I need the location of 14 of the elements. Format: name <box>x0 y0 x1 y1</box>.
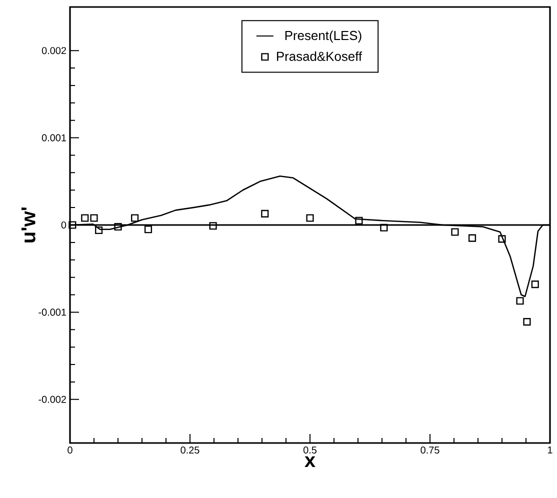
y-tick-label: -0.001 <box>38 308 66 316</box>
legend-label: Prasad&Koseff <box>276 51 362 61</box>
y-axis-title: u'w' <box>21 207 36 242</box>
y-tick-label: -0.002 <box>38 396 66 403</box>
x-tick-label: 0.25 <box>180 446 200 454</box>
x-tick-label: 0.5 <box>303 446 317 454</box>
x-tick-label: 0 <box>68 446 72 454</box>
x-tick-label: 1 <box>548 446 552 454</box>
x-axis-title: x <box>304 456 316 467</box>
y-tick-label: 0.002 <box>42 47 66 54</box>
legend-label: Present(LES) <box>285 30 362 43</box>
y-tick-label: 0.001 <box>42 134 66 142</box>
y-tick-label: 0 <box>61 221 66 229</box>
x-tick-label: 0.75 <box>420 446 440 454</box>
